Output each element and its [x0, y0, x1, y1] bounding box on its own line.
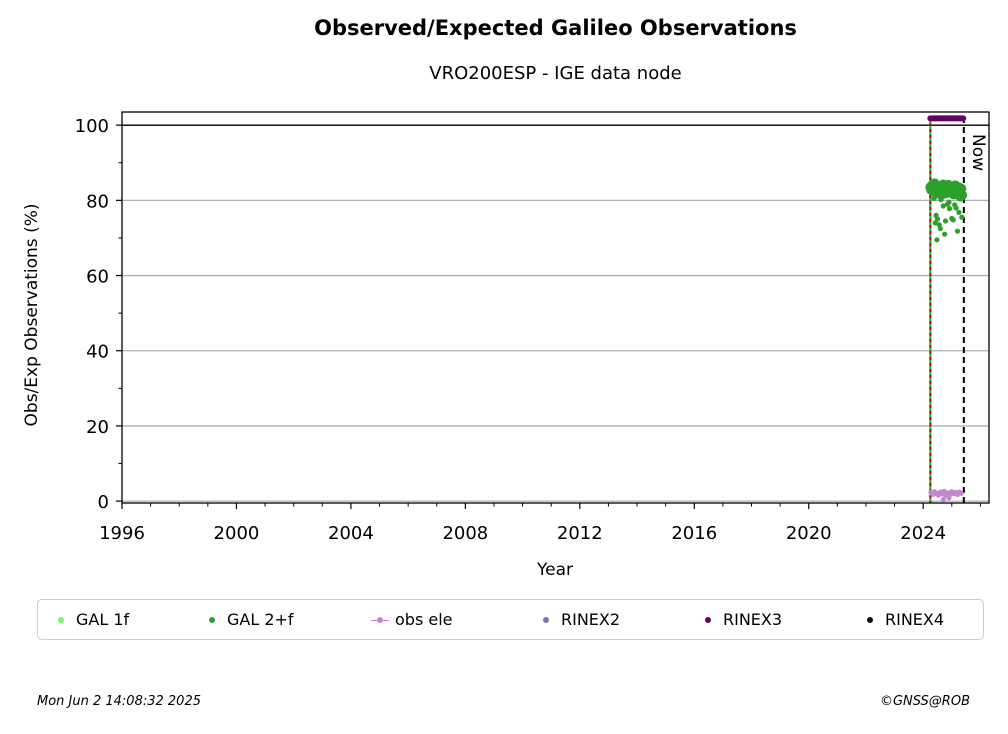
gal-2-f-point: [938, 196, 944, 203]
legend-label: GAL 2+f: [227, 610, 294, 629]
y-tick-label: 100: [75, 116, 109, 137]
gal-2-f-point: [934, 216, 941, 222]
obs-ele-point: [946, 495, 952, 501]
legend-item-gal-1f: GAL 1f: [52, 600, 129, 639]
y-tick-label: 20: [86, 417, 109, 438]
y-tick-label: 40: [86, 342, 109, 363]
x-tick-label: 2016: [671, 523, 717, 544]
x-tick-label: 2012: [557, 523, 603, 544]
legend-item-rinex4: RINEX4: [861, 600, 944, 639]
chart-subtitle: VRO200ESP - IGE data node: [429, 63, 682, 84]
obs-ele-point: [941, 488, 947, 494]
y-tick-label: 60: [86, 267, 109, 288]
legend-label: RINEX4: [885, 610, 945, 629]
gal-2f-marker-icon: [203, 615, 221, 625]
x-tick-label: 2020: [786, 523, 832, 544]
gal-2-f-point: [950, 217, 956, 223]
footer-timestamp: Mon Jun 2 14:08:32 2025: [37, 694, 201, 709]
gal-2-f-point: [953, 205, 959, 211]
gal-2-f-point: [931, 195, 937, 202]
y-tick-label: 80: [86, 191, 109, 212]
gal-2-f-point: [954, 228, 961, 234]
rinex2-marker-icon: [537, 615, 555, 625]
legend-label: RINEX2: [561, 610, 621, 629]
legend-item-rinex2: RINEX2: [537, 600, 620, 639]
legend-item-obs-ele: obs ele: [371, 600, 453, 639]
obs-ele-point: [958, 490, 964, 496]
rinex3-marker-icon: [699, 615, 717, 625]
x-tick-label: 1996: [99, 523, 145, 544]
plot-frame: [121, 111, 990, 504]
gal-2-f-point: [956, 209, 962, 215]
gal-2-f-point: [959, 214, 965, 220]
gal-2-f-point: [946, 206, 953, 212]
gal-2-f-point: [946, 199, 952, 205]
legend-item-rinex3: RINEX3: [699, 600, 782, 639]
legend: GAL 1f GAL 2+f obs ele RINEX2 RINEX3 RIN…: [37, 599, 984, 640]
y-axis-label: Obs/Exp Observations (%): [22, 204, 42, 427]
obs-ele-point: [940, 497, 946, 503]
obs-ele-marker-icon: [371, 615, 389, 625]
gal-2-f-point: [934, 237, 940, 243]
chart-plot: Now 0 20 40 60 80 100 1996 2000 2004 2008 2012 2016…: [22, 111, 990, 580]
legend-label: RINEX3: [723, 610, 783, 629]
grid-lines: [122, 124, 989, 502]
axis-ticks: 0 20 40 60 80 100 1996 2000 2004 2008 2012 2016 2020…: [75, 116, 981, 544]
gal-2-f-point: [940, 203, 946, 209]
gal-1f-marker-icon: [52, 615, 70, 625]
x-tick-label: 2024: [900, 523, 946, 544]
x-tick-label: 2000: [214, 523, 260, 544]
gal-2-f-point: [955, 191, 966, 202]
gal-2-f-point: [937, 225, 943, 232]
now-label: Now: [968, 134, 988, 171]
x-axis-label: Year: [536, 560, 573, 580]
chart-title: Observed/Expected Galileo Observations: [314, 16, 797, 40]
gal-2-f-point: [932, 220, 938, 226]
data-marks: Now: [925, 115, 988, 503]
x-tick-label: 2008: [442, 523, 488, 544]
legend-label: obs ele: [395, 610, 453, 629]
legend-label: GAL 1f: [76, 610, 130, 629]
gal-2-f-point: [942, 218, 949, 224]
gal-2-f-point: [942, 231, 948, 237]
y-tick-label: 0: [98, 492, 109, 513]
legend-item-gal-2f: GAL 2+f: [203, 600, 294, 639]
x-tick-label: 2004: [328, 523, 374, 544]
rinex4-marker-icon: [861, 615, 879, 625]
footer-credit: ©GNSS@ROB: [879, 694, 970, 709]
